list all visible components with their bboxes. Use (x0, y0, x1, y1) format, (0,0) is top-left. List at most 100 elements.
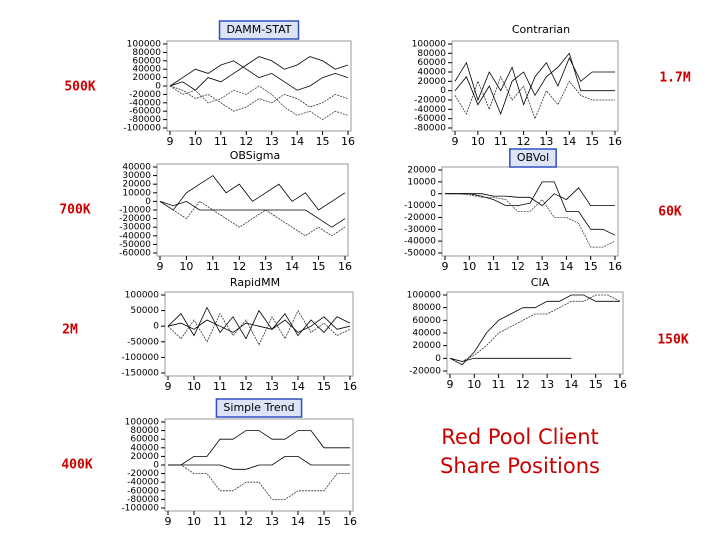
series-line (169, 60, 349, 91)
annotation: 500K (64, 80, 95, 95)
y-tick-label: -20000 (404, 213, 436, 223)
y-tick-label: 20000 (412, 341, 441, 351)
x-tick-label: 13 (265, 380, 279, 393)
y-tick-label: 20000 (122, 180, 151, 190)
x-tick-label: 9 (442, 260, 449, 273)
y-tick-label: 40000 (122, 163, 151, 173)
x-tick-label: 13 (539, 135, 553, 148)
series-line (445, 187, 615, 207)
y-tick-label: 0 (153, 461, 159, 471)
x-tick-label: 12 (517, 135, 531, 148)
x-tick-label: 16 (338, 260, 352, 273)
x-tick-label: 14 (562, 135, 576, 148)
y-tick-label: 100000 (407, 291, 442, 301)
x-tick-label: 9 (165, 515, 172, 528)
x-tick-label: 13 (540, 378, 554, 391)
x-tick-label: 12 (232, 260, 246, 273)
x-tick-label: 10 (179, 260, 193, 273)
y-tick-label: 100000 (125, 291, 160, 301)
annotation: 150K (657, 333, 688, 348)
y-tick-label: 80000 (417, 49, 446, 59)
annotation: 60K (658, 205, 682, 220)
chart-title: OBSigma (230, 149, 281, 162)
y-tick-label: -30000 (119, 223, 151, 233)
x-tick-label: 11 (494, 135, 508, 148)
y-tick-label: -10000 (119, 206, 151, 216)
title-box (218, 20, 300, 40)
series-line (449, 294, 620, 366)
x-tick-label: 16 (343, 515, 357, 528)
y-tick-label: -50000 (119, 240, 151, 250)
series-line (449, 357, 572, 362)
x-tick-label: 13 (259, 260, 273, 273)
x-tick-label: 14 (290, 135, 304, 148)
y-tick-label: -20000 (129, 90, 161, 100)
series-line (454, 57, 615, 106)
x-tick-label: 11 (487, 260, 501, 273)
x-tick-label: 16 (343, 380, 357, 393)
chart-title: OBVol (517, 151, 549, 164)
y-tick-label: 10000 (122, 188, 151, 198)
y-tick-label: 80000 (412, 303, 441, 313)
y-tick-label: -80000 (414, 124, 446, 134)
x-tick-label: 12 (516, 378, 530, 391)
x-tick-label: 12 (239, 515, 253, 528)
y-tick-label: 0 (145, 197, 151, 207)
series-line (167, 306, 351, 340)
series-line (169, 56, 349, 91)
annotation: 1.7M (659, 71, 690, 86)
series-line (168, 430, 350, 466)
x-tick-label: 15 (317, 515, 331, 528)
y-tick-label: 10000 (407, 177, 436, 187)
y-tick-label: -60000 (129, 107, 161, 117)
x-tick-label: 9 (165, 380, 172, 393)
series-line (159, 200, 346, 237)
series-line (454, 52, 615, 116)
x-tick-label: 10 (462, 260, 476, 273)
x-tick-label: 12 (511, 260, 525, 273)
caption: Share Positions (440, 454, 600, 478)
x-tick-label: 10 (188, 135, 202, 148)
x-tick-label: 15 (584, 260, 598, 273)
y-tick-label: -20000 (414, 96, 446, 106)
y-tick-label: 60000 (132, 56, 161, 66)
y-tick-label: -60000 (414, 114, 446, 124)
x-tick-label: 11 (213, 380, 227, 393)
y-tick-label: -100000 (121, 353, 159, 363)
plot-frame (164, 291, 354, 377)
y-tick-label: 0 (155, 82, 161, 92)
x-tick-label: 9 (452, 135, 459, 148)
y-tick-label: -60000 (127, 486, 159, 496)
x-tick-label: 15 (317, 380, 331, 393)
y-tick-label: 40000 (132, 65, 161, 75)
x-tick-label: 14 (291, 515, 305, 528)
x-tick-label: 10 (467, 378, 481, 391)
x-tick-label: 12 (239, 380, 253, 393)
y-tick-label: 20000 (417, 77, 446, 87)
series-line (159, 200, 346, 228)
series-line (168, 456, 350, 470)
x-tick-label: 9 (447, 378, 454, 391)
y-tick-label: -80000 (127, 495, 159, 505)
y-tick-label: 0 (430, 189, 436, 199)
chart-title: DAMM-STAT (227, 23, 292, 36)
y-tick-label: 30000 (122, 171, 151, 181)
y-tick-label: -40000 (127, 478, 159, 488)
annotation: 400K (61, 458, 92, 473)
y-tick-label: 100000 (412, 40, 447, 50)
y-tick-label: 0 (440, 86, 446, 96)
x-tick-label: 11 (206, 260, 220, 273)
y-tick-label: -60000 (119, 249, 151, 259)
x-tick-label: 13 (535, 260, 549, 273)
chart-title: Contrarian (512, 23, 570, 36)
y-tick-label: 100000 (125, 418, 160, 428)
y-tick-label: -50000 (404, 249, 436, 259)
caption: Red Pool Client (441, 425, 599, 449)
chart-title: CIA (531, 276, 550, 289)
y-tick-label: -20000 (119, 214, 151, 224)
y-tick-label: 40000 (130, 443, 159, 453)
x-tick-label: 11 (213, 515, 227, 528)
y-tick-label: 80000 (132, 48, 161, 58)
